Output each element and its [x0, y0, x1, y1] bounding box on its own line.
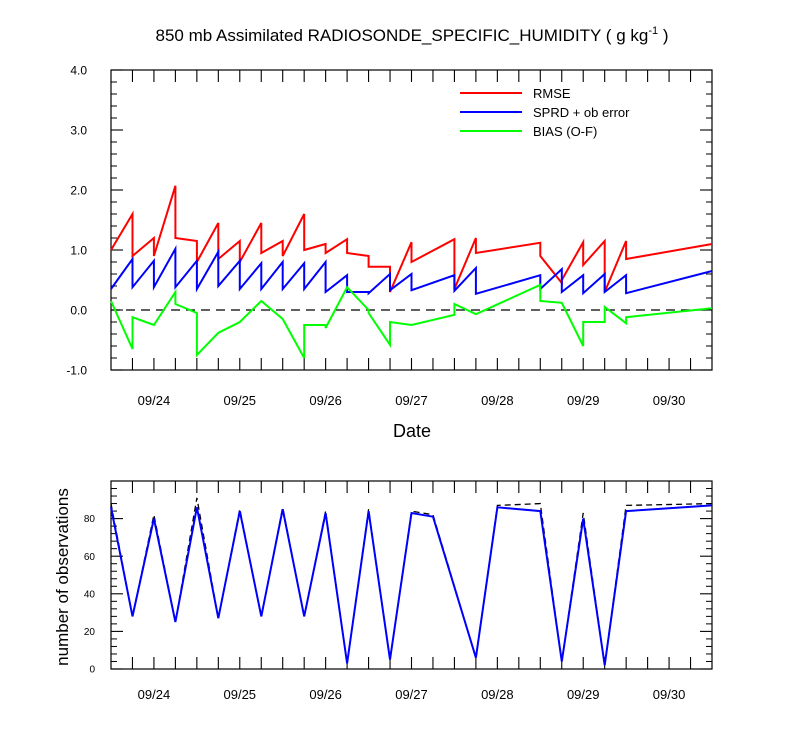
legend-label-2: BIAS (O-F)	[533, 124, 597, 139]
chart-title-main: 850 mb Assimilated RADIOSONDE_SPECIFIC_H…	[156, 26, 649, 45]
bottom-plot-frame	[110, 480, 713, 670]
top-xtick-label: 09/25	[224, 393, 257, 408]
top-ytick-label: 3.0	[70, 123, 87, 137]
bottom-xtick-label: 09/27	[395, 687, 428, 702]
bottom-xtick-label: 09/24	[138, 687, 171, 702]
top-series-line-bias-o-f	[110, 283, 713, 359]
legend: RMSE SPRD + ob error BIAS (O-F)	[460, 86, 630, 139]
bottom-series-line-possible	[110, 497, 713, 666]
x-axis-label: Date	[393, 421, 431, 441]
bottom-xtick-label: 09/29	[567, 687, 600, 702]
bottom-xtick-label: 09/28	[481, 687, 514, 702]
bottom-series-line-assimilated	[110, 504, 713, 666]
bottom-ytick-label: 60	[84, 552, 96, 563]
bottom-ytick-label: 20	[84, 627, 96, 638]
top-ytick-label: -1.0	[66, 363, 87, 377]
top-xtick-label: 09/29	[567, 393, 600, 408]
top-series-line-sprd-ob-error	[110, 244, 713, 296]
chart-title: 850 mb Assimilated RADIOSONDE_SPECIFIC_H…	[156, 25, 669, 45]
legend-label-0: RMSE	[533, 86, 571, 101]
top-xtick-label: 09/26	[309, 393, 342, 408]
bottom-x-axis: 09/24 09/25 09/26 09/27 09/28 09/29 09/30	[131, 481, 692, 702]
top-series-group	[110, 185, 713, 359]
top-ytick-label: 0.0	[70, 303, 87, 317]
bottom-xtick-label: 09/26	[309, 687, 342, 702]
chart-title-end: )	[658, 26, 668, 45]
bottom-ytick-label: 0	[89, 665, 95, 676]
top-ytick-label: 2.0	[70, 183, 87, 197]
top-xtick-label: 09/27	[395, 393, 428, 408]
chart-title-superscript: -1	[648, 25, 658, 37]
bottom-panel: 0 20 40 60 80 09/24 09/25 09/26 09/27 09/28 09/29…	[53, 480, 713, 702]
bottom-ytick-label: 40	[84, 589, 96, 600]
bottom-y-axis: 0 20 40 60 80	[84, 488, 712, 676]
bottom-ytick-label: 80	[84, 514, 96, 525]
top-ytick-label: 1.0	[70, 243, 87, 257]
top-xtick-label: 09/30	[653, 393, 686, 408]
top-xtick-label: 09/28	[481, 393, 514, 408]
bottom-series-group	[110, 497, 713, 666]
top-ytick-label: 4.0	[70, 63, 87, 77]
top-x-axis: 09/24 09/25 09/26 09/27 09/28 09/29 09/30	[131, 70, 692, 408]
top-xtick-label: 09/24	[138, 393, 171, 408]
bottom-xtick-label: 09/30	[653, 687, 686, 702]
legend-label-1: SPRD + ob error	[533, 105, 630, 120]
y-axis-label-observations: number of observations	[53, 488, 72, 666]
bottom-xtick-label: 09/25	[224, 687, 257, 702]
top-panel: -1.0 0.0 1.0 2.0 3.0 4.0 09/24 09/25 09/26 09/27…	[66, 63, 713, 441]
